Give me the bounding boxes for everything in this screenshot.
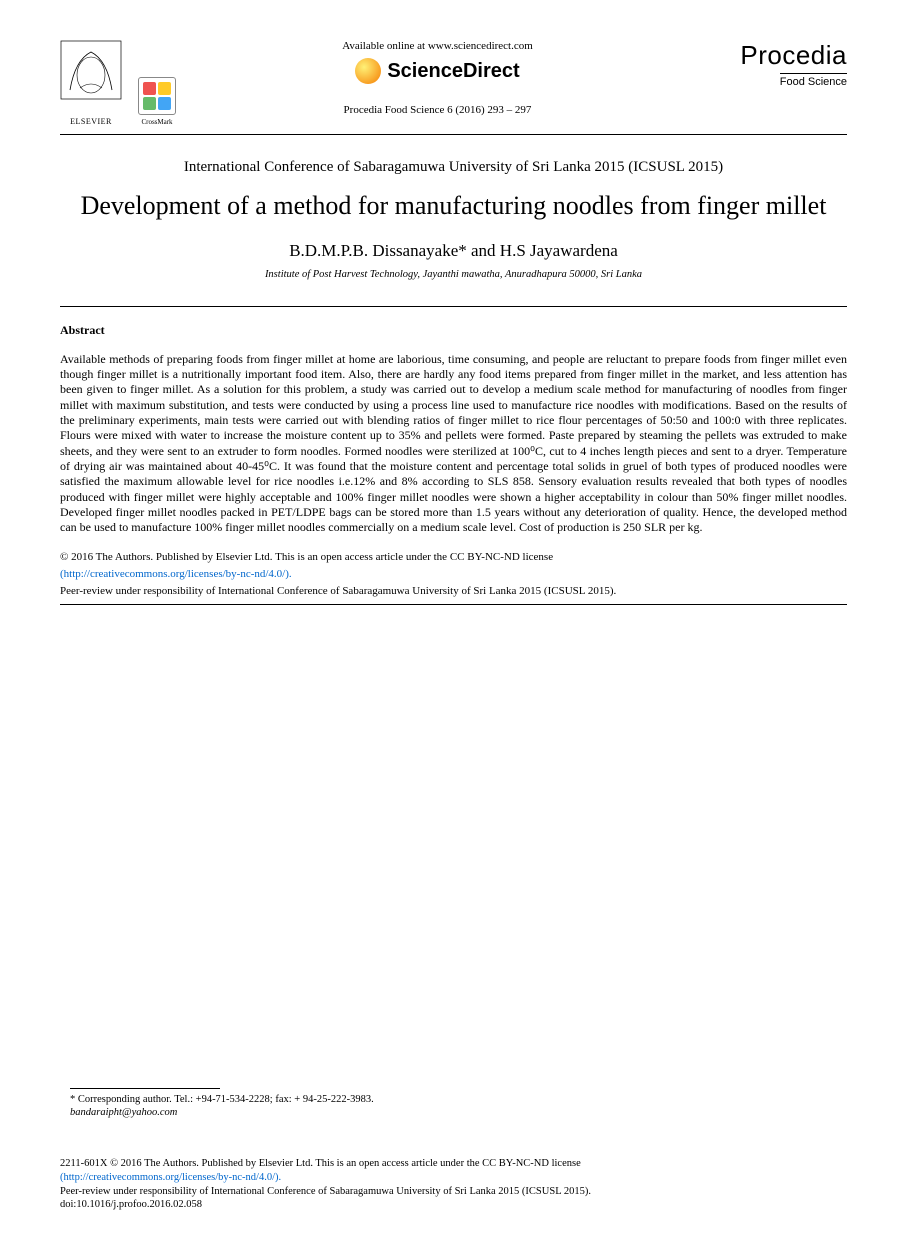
corresponding-author-block: * Corresponding author. Tel.: +94-71-534… (70, 1088, 847, 1118)
paper-title: Development of a method for manufacturin… (60, 190, 847, 223)
copyright-line: © 2016 The Authors. Published by Elsevie… (60, 550, 847, 565)
sciencedirect-icon (355, 58, 381, 84)
footer-doi: doi:10.1016/j.profoo.2016.02.058 (60, 1198, 847, 1212)
citation: Procedia Food Science 6 (2016) 293 – 297 (188, 104, 687, 116)
elsevier-label: ELSEVIER (60, 117, 122, 126)
corr-rule (70, 1088, 220, 1089)
procedia-logo: Procedia Food Science (697, 40, 847, 90)
corr-author-email: bandaraipht@yahoo.com (70, 1107, 847, 1118)
divider-bottom (60, 604, 847, 605)
conference-line: International Conference of Sabaragamuwa… (60, 159, 847, 176)
sciencedirect-logo: ScienceDirect (188, 58, 687, 84)
footer-license-link[interactable]: (http://creativecommons.org/licenses/by-… (60, 1171, 847, 1185)
available-online-text: Available online at www.sciencedirect.co… (188, 40, 687, 52)
elsevier-logo: ELSEVIER (60, 40, 122, 126)
procedia-title: Procedia (697, 40, 847, 71)
footer: 2211-601X © 2016 The Authors. Published … (60, 1157, 847, 1212)
crossmark-q4 (158, 97, 171, 110)
abstract-heading: Abstract (60, 323, 847, 338)
authors: B.D.M.P.B. Dissanayake* and H.S Jayaward… (60, 241, 847, 261)
header-center: Available online at www.sciencedirect.co… (178, 40, 697, 116)
crossmark-logo[interactable]: CrossMark (136, 77, 178, 126)
affiliation: Institute of Post Harvest Technology, Ja… (60, 269, 847, 280)
corr-author-line: * Corresponding author. Tel.: +94-71-534… (70, 1093, 847, 1107)
divider-top (60, 134, 847, 135)
crossmark-q1 (143, 82, 156, 95)
crossmark-q3 (143, 97, 156, 110)
crossmark-label: CrossMark (141, 118, 172, 126)
sciencedirect-text: ScienceDirect (387, 60, 519, 83)
crossmark-q2 (158, 82, 171, 95)
logos-left: ELSEVIER CrossMark (60, 40, 178, 126)
footer-peer-review: Peer-review under responsibility of Inte… (60, 1185, 847, 1199)
crossmark-icon (138, 77, 176, 115)
abstract-body: Available methods of preparing foods fro… (60, 352, 847, 536)
license-link[interactable]: (http://creativecommons.org/licenses/by-… (60, 567, 847, 582)
divider-mid (60, 306, 847, 307)
footer-issn-line: 2211-601X © 2016 The Authors. Published … (60, 1157, 847, 1171)
peer-review-line: Peer-review under responsibility of Inte… (60, 584, 847, 599)
procedia-subtitle: Food Science (780, 73, 847, 88)
header: ELSEVIER CrossMark Available online at w… (60, 40, 847, 126)
